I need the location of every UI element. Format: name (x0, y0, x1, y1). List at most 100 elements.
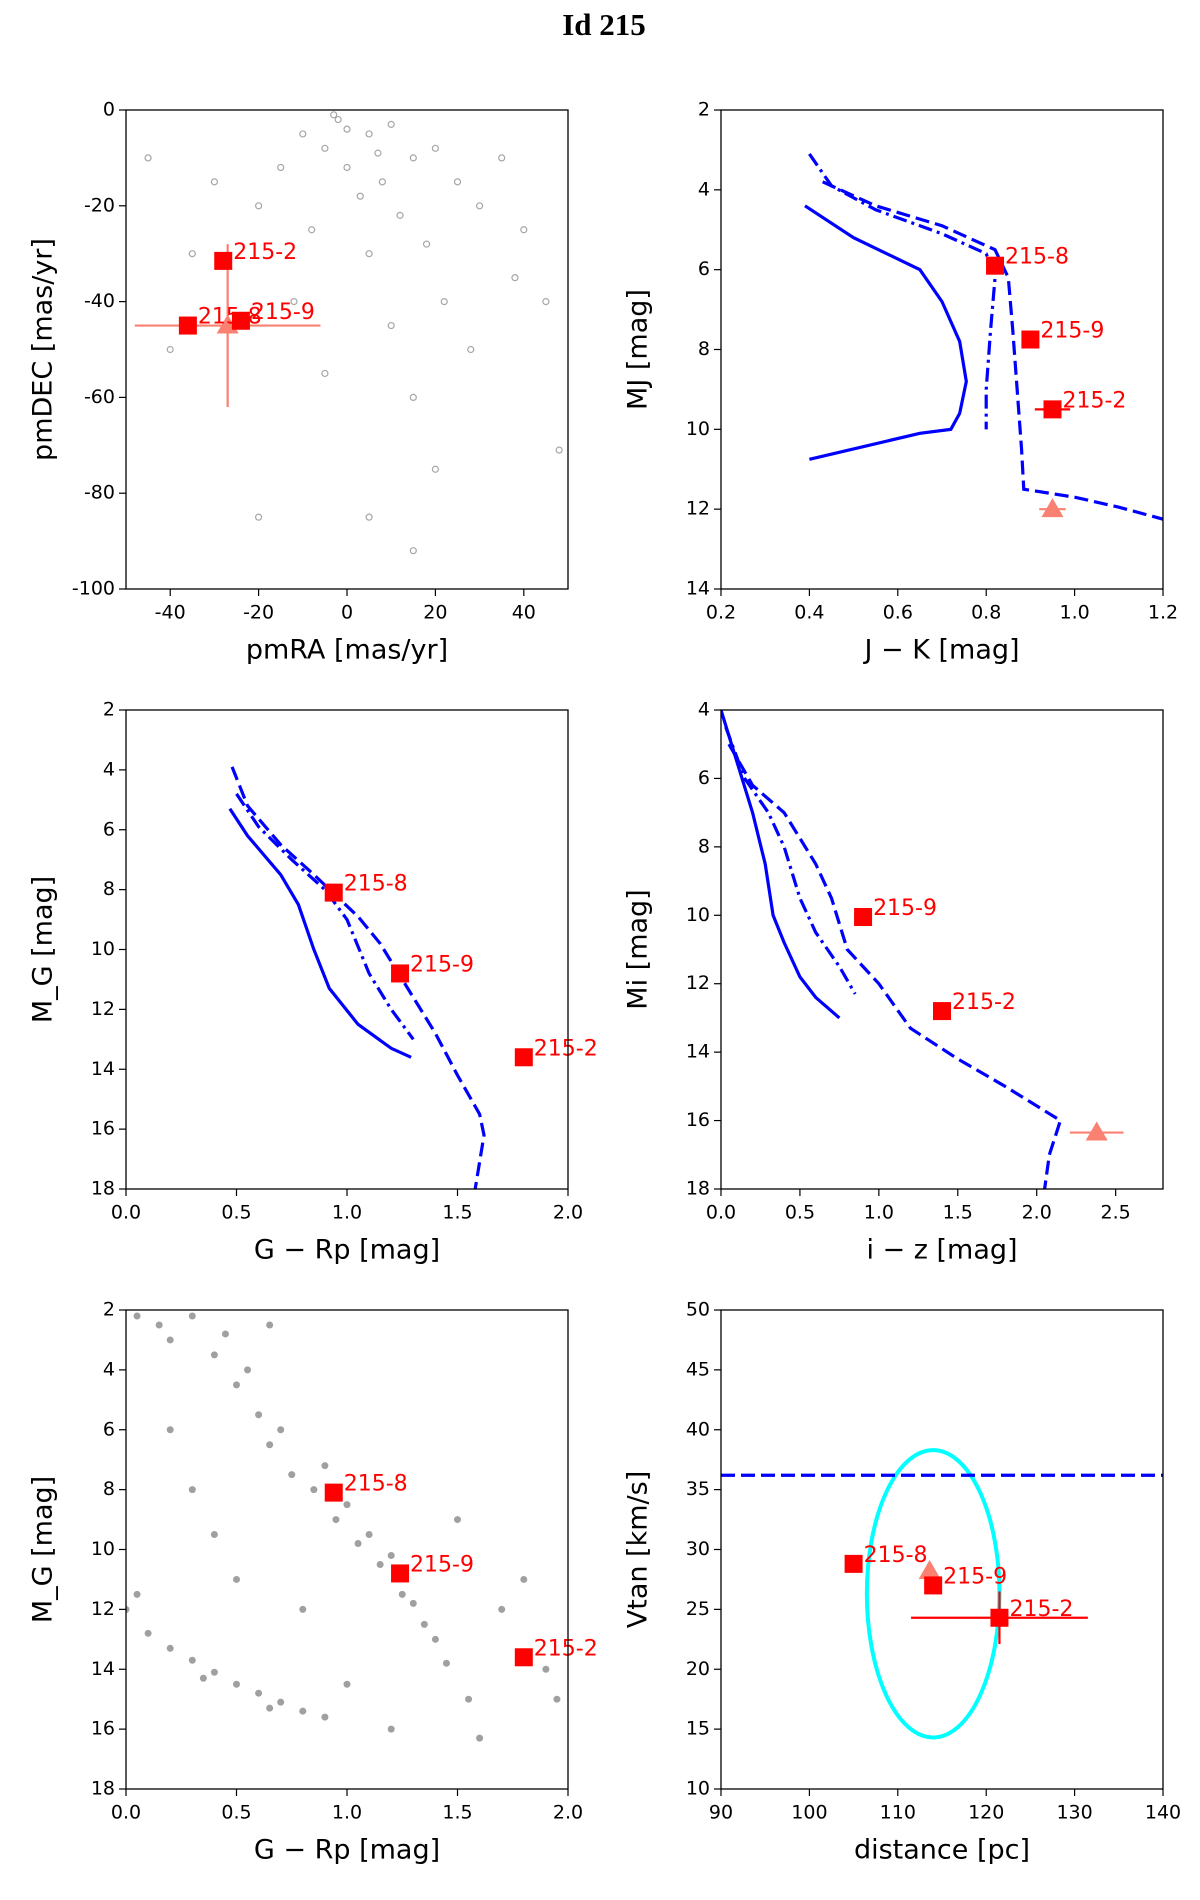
point (542, 1665, 550, 1673)
x-tick-label: 1.0 (864, 1202, 894, 1224)
point-label: 215-2 (233, 240, 297, 265)
point (1085, 1121, 1108, 1141)
point (324, 883, 343, 902)
point (420, 1620, 428, 1628)
x-tick-label: 0.6 (883, 602, 913, 624)
y-tick-label: 10 (686, 418, 710, 440)
point-label: 215-8 (864, 1543, 928, 1568)
y-tick-label: 6 (698, 258, 710, 280)
point (844, 1554, 863, 1573)
y-tick-label: 12 (91, 1598, 115, 1620)
plot-area (721, 710, 1124, 1189)
y-axis-label: pmDEC [mas/yr] (28, 238, 59, 461)
x-tick-label: 2.0 (553, 1202, 583, 1224)
point (387, 1551, 395, 1559)
point (332, 1516, 340, 1524)
x-tick-label: 2.0 (1022, 1202, 1052, 1224)
point (1041, 498, 1064, 518)
axes-frame (125, 709, 569, 1190)
y-tick-label: 2 (103, 1299, 115, 1321)
point (374, 149, 382, 157)
point (1021, 330, 1040, 349)
x-tick-label: 0.0 (706, 1202, 736, 1224)
x-tick-label: 0.5 (221, 1802, 251, 1824)
y-tick-label: -100 (72, 578, 115, 600)
x-tick-label: -40 (155, 602, 186, 624)
point (233, 1575, 240, 1583)
x-tick-label: 40 (512, 602, 536, 624)
point (376, 1560, 384, 1568)
point-label: 215-9 (943, 1564, 1007, 1589)
y-tick-label: -40 (84, 290, 115, 312)
point-label: 215-9 (1040, 319, 1104, 344)
x-tick-label: 1.5 (943, 1202, 973, 1224)
point (233, 1680, 240, 1688)
point (343, 125, 351, 133)
y-tick-label: 15 (686, 1718, 710, 1740)
y-tick-label: 16 (91, 1718, 115, 1740)
y-tick-label: 40 (686, 1418, 710, 1440)
point (387, 1725, 395, 1733)
point (520, 226, 528, 234)
x-axis-label: G − Rp [mag] (254, 1835, 440, 1866)
point-label: 215-2 (534, 1036, 598, 1061)
point (511, 274, 519, 282)
x-tick-label: 1.0 (332, 1802, 362, 1824)
x-tick-label: 2.0 (553, 1802, 583, 1824)
y-tick-label: 35 (686, 1478, 710, 1500)
y-tick-label: 16 (686, 1109, 710, 1131)
x-tick-label: 100 (791, 1802, 827, 1824)
point (343, 1501, 351, 1509)
point (210, 1351, 218, 1359)
y-tick-label: 0 (103, 99, 115, 121)
point (277, 163, 285, 172)
axes-frame (125, 109, 569, 590)
panel: 0.0 0.5 1.0 1.5 2.0 2.5 4 6 8 10 12 14 16 18 i − z [ma… (623, 699, 1164, 1266)
point (409, 393, 417, 401)
point (387, 321, 395, 330)
x-tick-label: 1.0 (1059, 602, 1089, 624)
point (210, 1531, 218, 1539)
y-tick-label: 14 (91, 1058, 115, 1080)
point (321, 1713, 329, 1721)
point-label: 215-9 (410, 1552, 474, 1577)
y-tick-label: 45 (686, 1358, 710, 1380)
x-tick-label: 0.4 (794, 602, 824, 624)
point (378, 178, 386, 186)
point-label: 215-8 (344, 1472, 408, 1497)
point (255, 513, 263, 521)
point (266, 1441, 274, 1449)
y-tick-label: 14 (686, 578, 710, 600)
y-tick-label: -80 (84, 482, 115, 504)
point (476, 202, 484, 210)
point (299, 130, 307, 138)
point (133, 1590, 141, 1598)
y-tick-label: 10 (91, 1538, 115, 1560)
point-label: 215-9 (873, 896, 937, 921)
panel: 0.0 0.5 1.0 1.5 2.0 2 4 6 8 10 12 14 16 18 G − Rp [mag… (28, 1299, 598, 1866)
y-tick-label: 30 (686, 1538, 710, 1560)
point (365, 1531, 373, 1539)
axes-frame (125, 1309, 569, 1790)
point (266, 1704, 274, 1712)
point-label: 215-9 (251, 300, 315, 325)
y-axis-label: Mi [mag] (623, 889, 654, 1009)
y-tick-label: 8 (698, 835, 710, 857)
x-tick-label: 20 (423, 602, 447, 624)
y-tick-label: 2 (103, 699, 115, 721)
x-tick-label: 0.0 (111, 1202, 141, 1224)
point (166, 345, 174, 354)
point (918, 1560, 941, 1580)
y-tick-label: 6 (698, 767, 710, 789)
axes-frame (720, 709, 1164, 1190)
y-tick-label: 50 (686, 1299, 710, 1321)
y-tick-label: 18 (91, 1778, 115, 1800)
point (299, 1707, 307, 1715)
plot-area (126, 1312, 561, 1742)
point (354, 1540, 362, 1548)
y-tick-label: 6 (103, 818, 115, 840)
point (498, 1605, 506, 1613)
point (365, 513, 373, 521)
y-axis-label: M_G [mag] (28, 1476, 59, 1623)
point (542, 298, 550, 306)
